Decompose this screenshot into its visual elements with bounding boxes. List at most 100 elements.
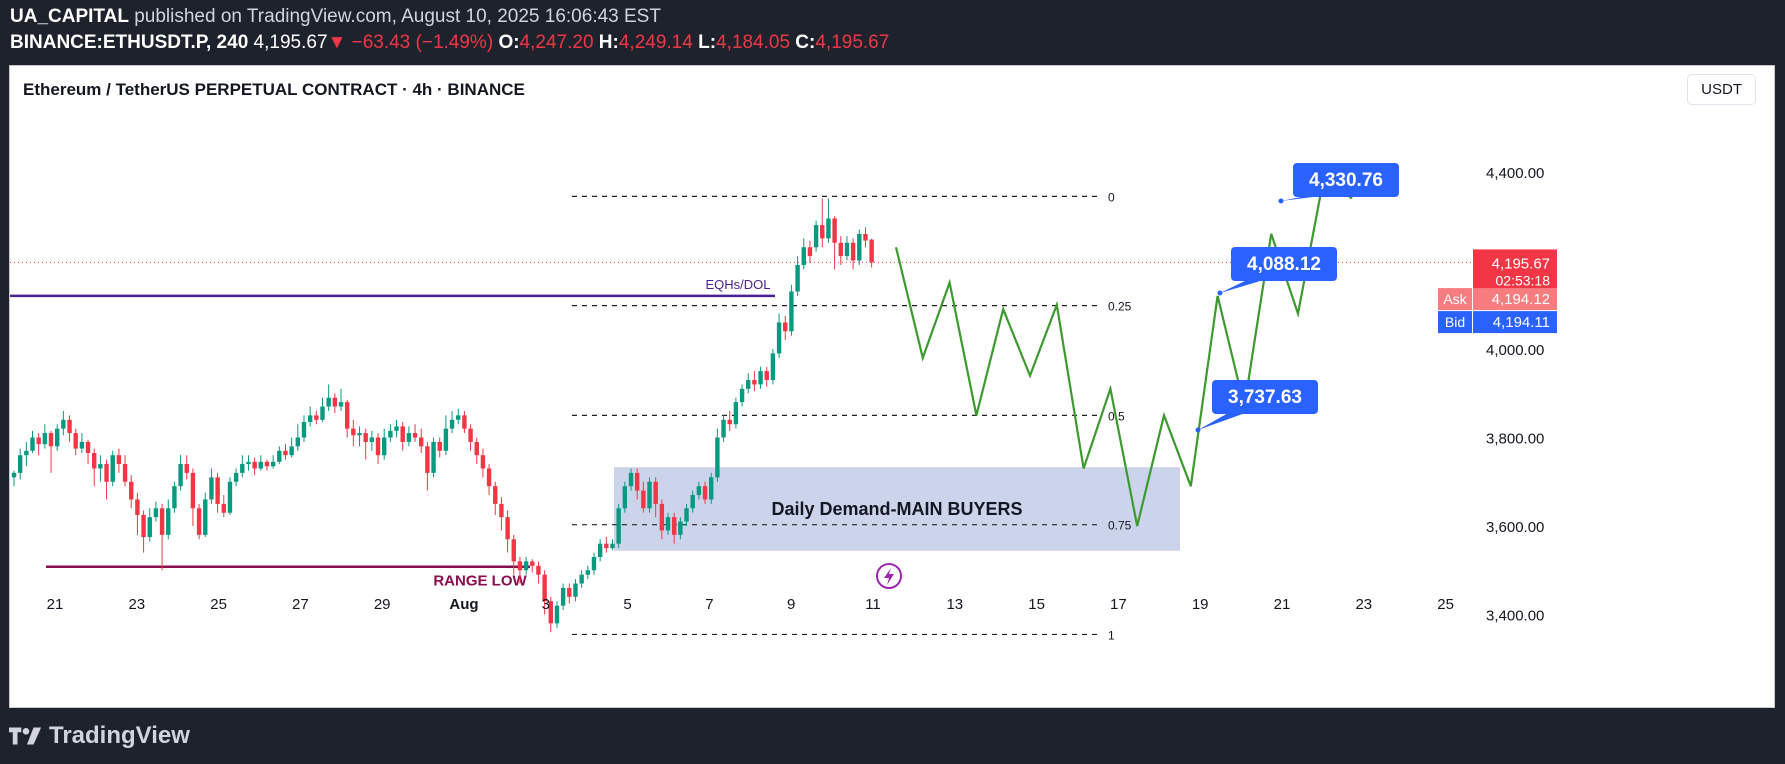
- candle-body: [258, 461, 263, 469]
- x-axis-tick-label: 15: [1028, 596, 1045, 613]
- candle-body: [857, 233, 862, 261]
- candle-body: [406, 433, 412, 442]
- close-value: 4,195.67: [815, 32, 890, 53]
- candle-body: [449, 419, 455, 429]
- candle-body: [715, 437, 720, 478]
- y-axis-tick-label: 3,400.00: [1486, 608, 1544, 625]
- candle-body: [30, 437, 35, 451]
- candle-body: [122, 464, 128, 482]
- target-label-box[interactable]: [1231, 247, 1337, 281]
- candle-body: [579, 574, 584, 584]
- candle-body: [135, 499, 140, 515]
- candle-body: [363, 433, 368, 442]
- candle-body: [344, 402, 350, 429]
- candle-body: [869, 239, 874, 263]
- candle-body: [295, 437, 301, 447]
- candle-body: [622, 486, 628, 509]
- candle-countdown-text: 02:53:18: [1496, 272, 1551, 288]
- candle-body: [678, 521, 683, 535]
- candle-body: [159, 508, 165, 535]
- candle-body: [690, 495, 695, 509]
- candle-body: [820, 225, 825, 239]
- target-label-text: 4,088.12: [1247, 254, 1321, 275]
- target-anchor-dot: [1195, 427, 1201, 433]
- candle-body: [462, 415, 467, 429]
- candle-body: [24, 450, 29, 456]
- candle-body: [474, 441, 479, 456]
- range-low-label: RANGE LOW: [433, 573, 527, 590]
- candle-body: [419, 437, 424, 447]
- tradingview-logo[interactable]: TradingView: [9, 722, 190, 750]
- candle-body: [394, 426, 399, 431]
- candle-body: [493, 486, 498, 504]
- candle-body: [665, 517, 671, 531]
- candle-body: [98, 464, 103, 469]
- candle-body: [437, 441, 442, 451]
- candle-body: [832, 218, 837, 243]
- candle-body: [215, 477, 220, 504]
- y-axis-tick-label: 4,400.00: [1486, 165, 1544, 182]
- candle-body: [838, 242, 843, 257]
- candle-body: [505, 517, 510, 540]
- candle-body: [61, 419, 66, 429]
- candle-body: [375, 437, 381, 456]
- low-label: L:: [698, 32, 717, 53]
- candle-body: [184, 464, 189, 473]
- candle-body: [307, 415, 313, 423]
- candle-body: [42, 433, 48, 445]
- candle-body: [752, 379, 757, 385]
- candle-body: [764, 371, 769, 380]
- candle-body: [283, 450, 288, 456]
- price-axis-area[interactable]: [1474, 66, 1774, 708]
- bid-tag-text: Bid: [1445, 314, 1465, 330]
- y-axis-tick-label: 4,000.00: [1486, 342, 1544, 359]
- last-price-badge[interactable]: [1473, 249, 1557, 291]
- demand-zone-label: Daily Demand-MAIN BUYERS: [771, 499, 1022, 519]
- candle-body: [739, 388, 745, 403]
- currency-button[interactable]: USDT: [1687, 74, 1756, 105]
- demand-zone-box[interactable]: [614, 467, 1180, 551]
- target-label-box[interactable]: [1212, 380, 1318, 414]
- candle-body: [653, 481, 658, 504]
- last-price-text: 4,195.67: [253, 32, 328, 53]
- candle-body: [530, 561, 535, 566]
- lightning-icon[interactable]: [876, 563, 902, 589]
- x-axis-tick-label: 23: [128, 596, 145, 613]
- price-chart[interactable]: Daily Demand-MAIN BUYERS00.250.50.751EQH…: [10, 66, 1775, 708]
- open-value: 4,247.20: [519, 32, 594, 53]
- candle-body: [264, 461, 270, 467]
- candle-body: [554, 605, 560, 624]
- x-axis-tick-label: 29: [374, 596, 391, 613]
- y-axis-tick-label: 3,600.00: [1486, 519, 1544, 536]
- candle-body: [190, 472, 196, 509]
- candle-body: [517, 561, 523, 571]
- candle-body: [634, 472, 640, 491]
- candle-body: [301, 422, 307, 438]
- author-name[interactable]: UA_CAPITAL: [10, 6, 129, 27]
- candle-body: [332, 397, 338, 407]
- bid-price-badge[interactable]: [1473, 311, 1557, 334]
- candle-body: [776, 322, 782, 354]
- candle-body: [807, 247, 813, 257]
- ask-price-text: 4,194.12: [1492, 291, 1550, 308]
- candle-body: [79, 441, 85, 449]
- high-value: 4,249.14: [618, 32, 693, 53]
- candle-body: [54, 428, 60, 447]
- candle-body: [289, 446, 294, 456]
- candle-body: [110, 455, 115, 482]
- candle-body: [178, 464, 183, 487]
- chart-panel[interactable]: Daily Demand-MAIN BUYERS 0 0.25 0.5 0.75 1 EQH…: [9, 65, 1775, 708]
- candle-body: [696, 486, 702, 496]
- candle-body: [604, 543, 609, 549]
- candle-body: [431, 441, 436, 473]
- candle-body: [567, 587, 572, 597]
- symbol-text: BINANCE:ETHUSDT.P, 240: [10, 32, 249, 53]
- candle-body: [585, 570, 591, 575]
- candle-body: [456, 415, 461, 420]
- fib-level-label: 0.75: [1108, 519, 1132, 533]
- x-axis-tick-label: 11: [865, 596, 881, 613]
- candle-body: [536, 565, 541, 575]
- target-label-box[interactable]: [1293, 163, 1399, 197]
- candle-body: [17, 455, 23, 473]
- ask-price-badge[interactable]: [1473, 288, 1557, 311]
